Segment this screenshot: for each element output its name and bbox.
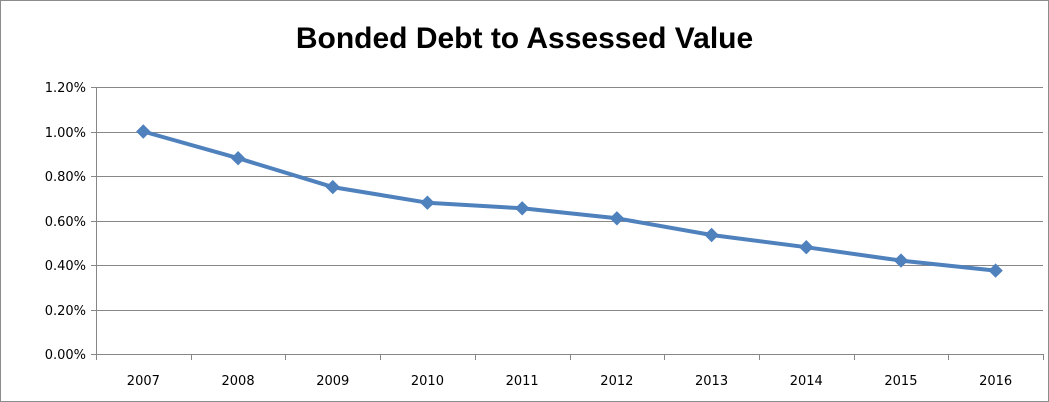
data-point-marker — [514, 201, 530, 216]
x-tick-label: 2007 — [127, 374, 160, 389]
x-tick-label: 2015 — [884, 374, 917, 389]
x-tick-label: 2016 — [979, 374, 1012, 389]
data-point-marker — [704, 227, 719, 243]
y-tick-label: 0.40% — [45, 259, 86, 274]
y-tick-label: 1.20% — [45, 81, 86, 96]
data-point-marker — [136, 124, 151, 139]
data-point-marker — [420, 195, 435, 210]
x-tick-label: 2012 — [600, 374, 633, 389]
x-tick-label: 2013 — [695, 374, 728, 389]
x-tick-label: 2011 — [506, 374, 539, 389]
y-tick-label: 0.00% — [45, 348, 86, 363]
chart-title: Bonded Debt to Assessed Value — [295, 22, 754, 55]
x-tick-labels: 2007 2008 2009 2010 2011 2012 2013 2014 2015 2016 — [127, 374, 1012, 389]
x-tick-label: 2009 — [316, 374, 349, 389]
x-tick-label: 2014 — [790, 374, 823, 389]
y-tick-label: 1.00% — [45, 126, 86, 141]
y-tick-label: 0.60% — [45, 215, 86, 230]
data-point-marker — [325, 179, 341, 195]
axes — [91, 87, 1044, 360]
series-line — [141, 129, 998, 273]
y-tick-label: 0.80% — [45, 170, 86, 185]
gridlines — [96, 87, 1043, 311]
series — [136, 124, 1003, 278]
x-tick-label: 2010 — [411, 374, 444, 389]
y-tick-label: 0.20% — [45, 304, 86, 319]
data-point-marker — [799, 239, 814, 255]
data-point-marker — [893, 253, 909, 268]
y-tick-labels: 0.00% 0.20% 0.40% 0.60% 0.80% 1.00% 1.20% — [45, 81, 86, 363]
x-tick-label: 2008 — [222, 374, 255, 389]
data-point-marker — [230, 150, 246, 166]
data-point-marker — [988, 263, 1003, 278]
data-point-marker — [609, 211, 625, 226]
